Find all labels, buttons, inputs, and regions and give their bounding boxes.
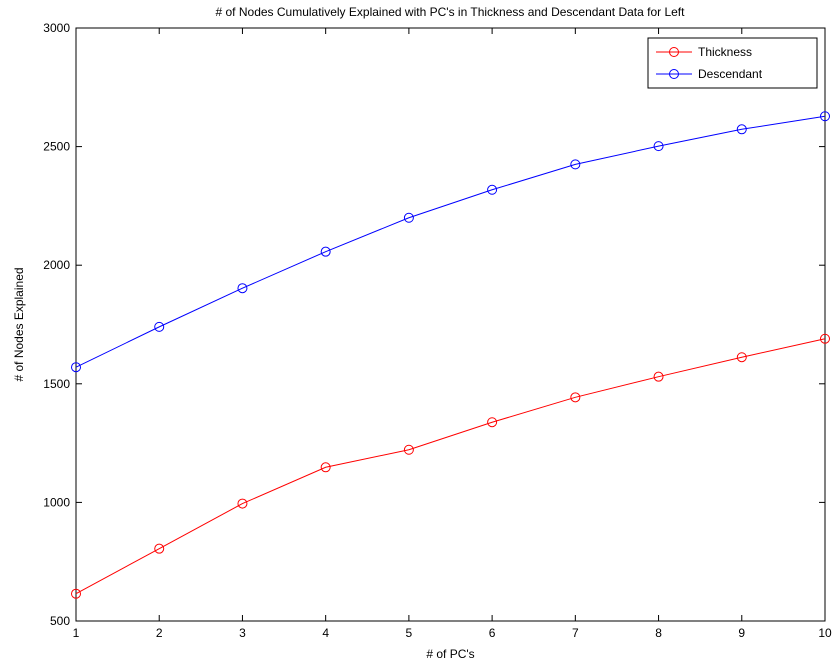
data-point-descendant [237,283,248,294]
data-point-thickness [736,352,747,363]
x-tick-label: 3 [239,626,246,640]
y-tick-label: 1000 [43,495,70,509]
legend-marker-descendant [669,69,679,79]
y-tick-label: 2500 [43,140,70,154]
data-point-thickness [820,333,830,344]
x-tick-label: 8 [655,626,662,640]
y-tick-label: 3000 [43,21,70,35]
data-point-thickness [71,588,81,599]
series-layer [71,111,830,599]
x-tick-label: 1 [73,626,80,640]
data-point-thickness [653,371,664,382]
data-point-descendant [320,246,331,257]
series-line-thickness [75,338,826,595]
y-tick-label: 2000 [43,258,70,272]
x-axis-label: # of PC's [426,647,474,661]
legend-box [647,37,818,89]
data-point-thickness [403,444,414,455]
legend-label-thickness: Thickness [698,45,752,59]
data-point-descendant [736,124,747,135]
x-tick-label: 5 [406,626,413,640]
plot-frame [75,27,826,622]
x-tick-label: 7 [572,626,579,640]
x-tick-label: 6 [489,626,496,640]
y-tick-label: 1500 [43,377,70,391]
y-axis: 500 1000 1500 2000 2500 3000 [43,21,825,628]
plot-area [75,27,826,622]
data-point-descendant [403,212,414,223]
chart-title: # of Nodes Cumulatively Explained with P… [216,5,686,19]
legend-marker-thickness [669,47,679,57]
x-axis: 1 2 3 4 5 6 7 8 9 10 [73,28,832,640]
data-point-descendant [71,362,81,373]
series-line-descendant [75,115,826,368]
data-point-descendant [820,111,830,122]
y-axis-label: # of Nodes Explained [12,267,26,381]
data-point-descendant [570,159,581,170]
data-point-thickness [320,462,331,473]
data-point-thickness [237,498,248,509]
x-tick-label: 2 [156,626,163,640]
data-point-thickness [487,417,498,428]
legend-label-descendant: Descendant [698,67,763,81]
legend: Thickness Descendant [647,37,818,89]
data-point-descendant [653,141,664,152]
data-point-thickness [154,543,165,554]
data-point-descendant [487,184,498,195]
data-point-descendant [154,321,165,332]
x-tick-label: 4 [322,626,329,640]
x-tick-label: 10 [818,626,832,640]
y-tick-label: 500 [50,614,70,628]
x-tick-label: 9 [738,626,745,640]
data-point-thickness [570,392,581,403]
